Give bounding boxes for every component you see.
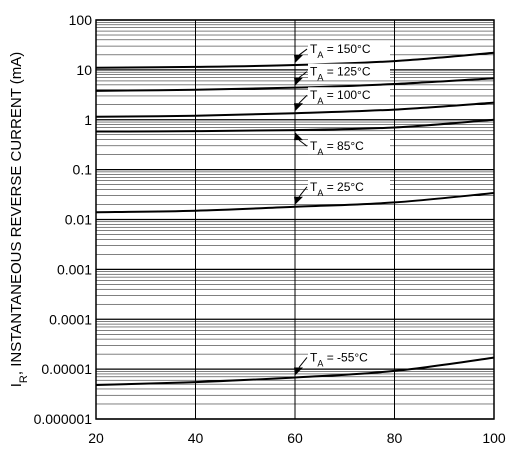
series-label-rest: = 85°C bbox=[323, 139, 364, 153]
series-label-sub: A bbox=[317, 50, 323, 60]
series-label-main: T bbox=[310, 180, 318, 194]
series-label-main: T bbox=[310, 139, 318, 153]
label-arrow bbox=[294, 132, 303, 141]
series-line bbox=[95, 51, 495, 69]
series-label-rest: = 125°C bbox=[323, 65, 370, 79]
series-label-text: TA = 85°C bbox=[310, 139, 364, 157]
series-label: TA = 85°C bbox=[294, 132, 390, 157]
series-label-sub: A bbox=[317, 188, 323, 198]
label-leader bbox=[298, 186, 308, 198]
series-label-text: TA = -55°C bbox=[310, 350, 368, 368]
label-leader bbox=[298, 139, 308, 147]
x-axis-ticks: 20 40 60 80 100 bbox=[88, 430, 506, 446]
label-arrow bbox=[294, 77, 303, 86]
series-label-rest: = -55°C bbox=[323, 350, 368, 364]
series-label: TA = 125°C bbox=[294, 63, 390, 86]
y-tick-label: 0.01 bbox=[65, 212, 92, 228]
x-tick-label: 40 bbox=[188, 430, 204, 446]
series-label-main: T bbox=[310, 350, 318, 364]
label-leader bbox=[298, 48, 308, 56]
y-axis-label-rest: , INSTANTANEOUS REVERSE CURRENT (mA) bbox=[8, 52, 25, 375]
y-tick-label: 0.0001 bbox=[49, 311, 92, 327]
label-leader bbox=[298, 71, 308, 79]
series-label-main: T bbox=[310, 42, 318, 56]
series-label: TA = 25°C bbox=[294, 178, 390, 205]
series-curves bbox=[95, 51, 495, 387]
label-leader bbox=[298, 94, 308, 104]
x-tick-label: 100 bbox=[482, 430, 506, 446]
series-label-rest: = 25°C bbox=[323, 180, 364, 194]
series-label: TA = 150°C bbox=[294, 41, 390, 64]
y-tick-label: 10 bbox=[76, 62, 92, 78]
grid bbox=[95, 19, 495, 420]
y-tick-label: 0.001 bbox=[57, 261, 92, 277]
x-tick-label: 20 bbox=[88, 430, 104, 446]
series-line bbox=[95, 77, 495, 92]
y-tick-label: 100 bbox=[69, 12, 93, 28]
series-label-sub: A bbox=[317, 147, 323, 157]
y-axis-label-sub: R bbox=[18, 375, 30, 383]
label-background bbox=[308, 349, 390, 366]
label-background bbox=[308, 178, 390, 195]
y-axis-label: IR, INSTANTANEOUS REVERSE CURRENT (mA) bbox=[8, 52, 30, 388]
x-tick-label: 80 bbox=[387, 430, 403, 446]
series-line bbox=[95, 356, 495, 387]
series-label-main: T bbox=[310, 88, 318, 102]
y-tick-label: 1 bbox=[84, 112, 92, 128]
series-line bbox=[95, 118, 495, 133]
plot-frame bbox=[95, 19, 495, 420]
label-background bbox=[308, 63, 390, 80]
y-axis-ticks: 100 10 1 0.1 0.01 0.001 0.0001 0.00001 0.000001 bbox=[34, 12, 93, 427]
series-label-text: TA = 25°C bbox=[310, 180, 364, 198]
y-tick-label: 0.1 bbox=[73, 162, 93, 178]
series-label-rest: = 100°C bbox=[323, 88, 370, 102]
label-arrow bbox=[294, 55, 303, 64]
y-axis-label-main: I bbox=[8, 383, 25, 387]
series-label: TA = 100°C bbox=[294, 87, 390, 112]
series-line bbox=[95, 101, 495, 118]
series-labels: TA = 150°CTA = 125°CTA = 100°CTA = 85°CT… bbox=[294, 41, 390, 376]
label-arrow bbox=[294, 103, 303, 112]
series-label-sub: A bbox=[317, 73, 323, 83]
label-background bbox=[308, 41, 390, 58]
series-label-text: TA = 125°C bbox=[310, 65, 371, 83]
x-tick-label: 60 bbox=[287, 430, 303, 446]
series-label-text: TA = 100°C bbox=[310, 88, 371, 106]
series-line bbox=[95, 191, 495, 214]
label-leader bbox=[298, 357, 308, 368]
label-arrow bbox=[294, 367, 303, 376]
label-arrow bbox=[294, 196, 303, 205]
series-label-sub: A bbox=[317, 358, 323, 368]
series-label-sub: A bbox=[317, 96, 323, 106]
y-tick-label: 0.000001 bbox=[34, 411, 93, 427]
label-background bbox=[308, 87, 390, 104]
series-label-main: T bbox=[310, 65, 318, 79]
series-label-rest: = 150°C bbox=[323, 42, 370, 56]
y-tick-label: 0.00001 bbox=[41, 361, 92, 377]
series-label: TA = -55°C bbox=[294, 349, 390, 376]
series-label-text: TA = 150°C bbox=[310, 42, 371, 60]
label-background bbox=[308, 138, 390, 155]
